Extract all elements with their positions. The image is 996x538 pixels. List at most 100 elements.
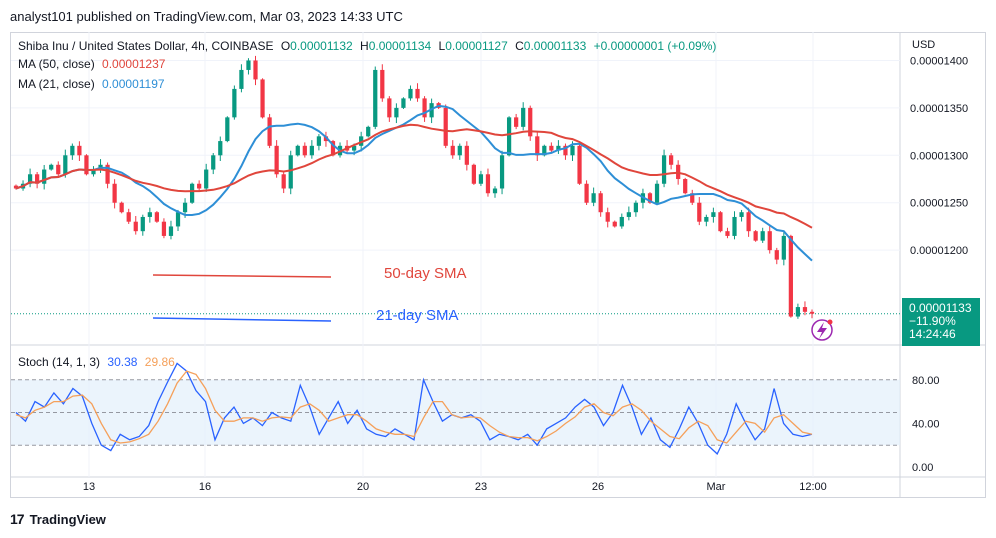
candle-body [619,216,624,227]
candle-body [514,117,519,127]
candle-body [49,164,54,170]
candle-body [732,216,737,236]
candle-body [295,145,300,156]
candle-body [232,88,237,118]
candle-body [598,193,603,213]
candle-body [711,212,716,217]
stoch-tick-label: 40.00 [912,418,940,430]
candlesticks [13,55,815,319]
candle-body [302,145,307,156]
ohlc-high: H0.00001134 [360,39,432,53]
time-tick-label: Mar [707,481,726,493]
candle-body [471,164,476,184]
tradingview-mark-icon: 17 [10,511,25,527]
moving-averages [15,104,813,262]
candle-body [647,193,653,203]
candle-body [380,69,385,99]
price-tick-label: 0.00001350 [910,103,968,115]
candle-body [394,107,399,118]
ohlc-change: +0.00000001 (+0.09%) [593,39,717,53]
candle-body [795,307,801,317]
candle-body [211,155,216,170]
candle-body [739,212,744,217]
symbol-name: Shiba Inu / United States Dollar, 4h, CO… [18,39,274,53]
candle-body [788,235,793,317]
sma21-annotation-line [152,317,332,322]
ohlc-open: O0.00001132 [280,39,353,53]
ma21-line [15,104,813,262]
candle-body [147,212,152,217]
candle-body [506,117,512,156]
candle-body [260,79,265,118]
price-tick-label: 0.00001300 [910,150,968,162]
candle-body [13,185,19,189]
lightning-icon-dot [827,319,833,325]
candle-body [112,183,117,203]
candle-body [450,145,455,156]
axes: 0.00001400 0.00001350 0.00001300 0.00001250… [83,39,968,493]
published-header: analyst101 published on TradingView.com,… [10,9,403,24]
candle-body [204,169,209,189]
ohlc-low: L0.00001127 [438,39,508,53]
sma50-annotation-label: 50-day SMA [384,265,467,282]
candle-body [549,145,554,151]
price-tick-label: 0.00001250 [910,198,968,210]
candle-body [401,98,406,108]
candle-body [464,145,469,165]
time-tick-label: 13 [83,481,95,493]
candle-body [654,183,660,203]
candle-body [457,145,462,156]
lightning-icon [811,319,833,341]
candle-body [27,174,33,184]
candle-body [802,307,808,312]
candle-body [323,136,329,142]
candle-body [274,145,279,175]
candle-body [91,169,96,175]
candle-body [556,145,561,151]
candle-body [626,212,631,217]
candle-body [492,188,498,194]
sma21-annotation-label: 21-day SMA [376,307,459,324]
candle-body [669,155,674,165]
ma50-label: MA (50, close) [18,57,95,71]
candle-body [84,155,89,175]
candle-body [63,155,68,175]
candle-body [591,193,596,203]
ma21-value: 0.00001197 [102,77,165,91]
candle-body [535,136,540,156]
candle-body [352,145,357,151]
candle-body [422,98,427,118]
candle-body [182,202,188,213]
candle-body [77,145,82,156]
candle-body [767,231,772,251]
candle-body [189,183,195,203]
tradingview-logo[interactable]: 17 TradingView [10,511,106,527]
candle-body [168,226,174,236]
candle-body [126,212,131,222]
candle-body [570,145,575,156]
candle-body [119,202,124,213]
stoch-label: Stoch (14, 1, 3) [18,355,101,369]
candle-body [281,174,286,189]
stoch-band [11,379,900,446]
candle-body [746,212,751,232]
candle-body [239,69,244,89]
price-tick-label: 0.00001400 [910,55,968,67]
candle-body [528,107,533,137]
candle-body [563,145,568,156]
candle-body [218,141,223,156]
candle-body [760,231,765,241]
candle-body [175,212,181,227]
tradingview-logo-text: TradingView [29,511,106,527]
candle-body [718,212,723,232]
candle-body [140,216,145,232]
stoch-tick-label: 0.00 [912,462,933,474]
time-tick-label: 12:00 [799,481,827,493]
lightning-icon-bolt [817,322,827,339]
time-tick-label: 20 [357,481,369,493]
candle-body [499,155,505,189]
ma21-legend: MA (21, close) 0.00001197 [18,77,169,91]
candle-body [373,69,378,127]
chart-frame[interactable] [10,32,986,498]
